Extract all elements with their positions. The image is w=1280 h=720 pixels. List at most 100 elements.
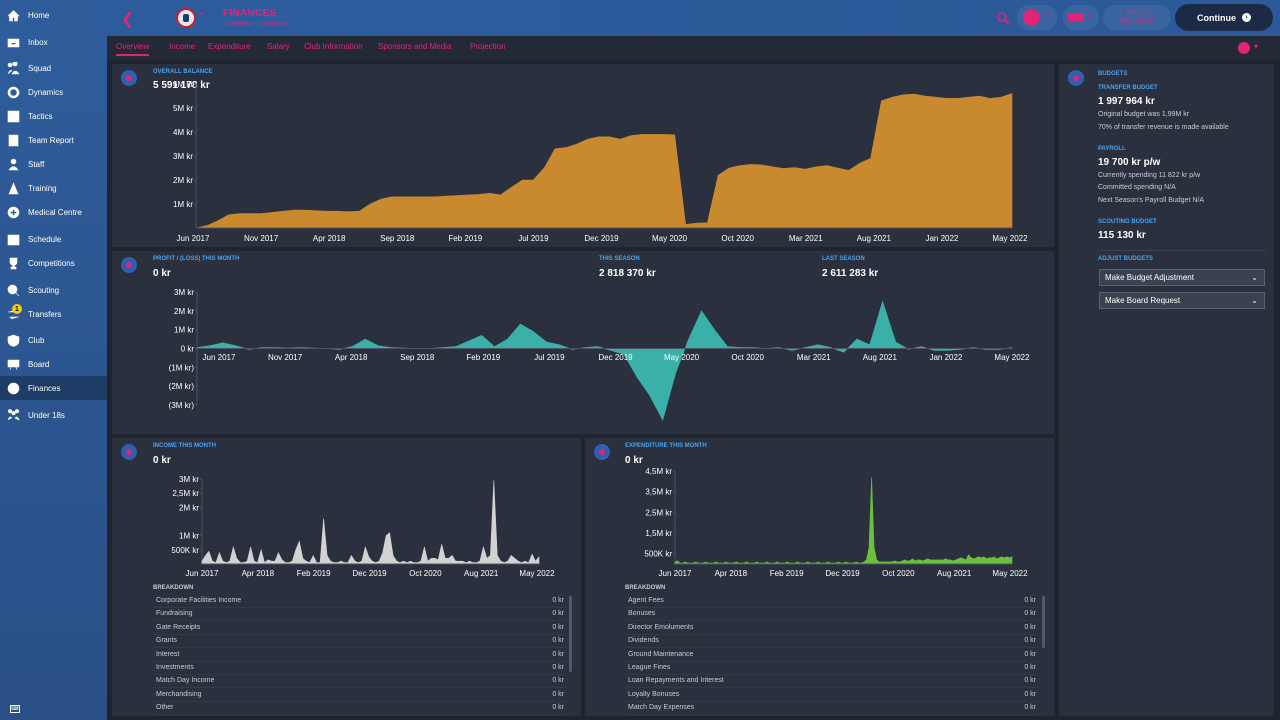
- sidebar-item-staff[interactable]: Staff: [0, 152, 107, 176]
- sidebar-item-label: Transfers: [28, 309, 62, 319]
- y-tick-label: 2M kr: [174, 307, 194, 316]
- sidebar-item-club[interactable]: Club: [0, 328, 107, 352]
- profit-panel: PROFIT / (LOSS) THIS MONTH 0 kr THIS SEA…: [112, 251, 1054, 434]
- expenditure-scrollbar[interactable]: [1042, 596, 1045, 648]
- sidebar-item-tactics[interactable]: Tactics: [0, 104, 107, 128]
- sidebar-item-squad[interactable]: Squad: [0, 56, 107, 80]
- series-area: [674, 477, 1013, 565]
- sidebar-item-scouting[interactable]: Scouting: [0, 278, 107, 302]
- tab-overview[interactable]: Overview: [116, 42, 150, 56]
- breakdown-item-name: Agent Fees: [628, 597, 664, 604]
- tab-sponsors-and-media[interactable]: Sponsors and Media: [378, 42, 452, 51]
- x-tick-label: Apr 2018: [313, 234, 346, 243]
- x-tick-label: Mar 2021: [789, 234, 823, 243]
- breakdown-item-name: Fundraising: [156, 610, 193, 618]
- income-scrollbar[interactable]: [569, 596, 572, 672]
- sidebar-item-label: Squad: [28, 63, 52, 73]
- budgets-title: BUDGETS: [1098, 71, 1128, 77]
- y-tick-label: 5M kr: [173, 104, 193, 113]
- tab-club-information[interactable]: Club Information: [304, 42, 363, 51]
- overall-balance-chart[interactable]: 1M kr 2M kr 3M kr 4M kr 5M kr 6M kr Jun 2017 No…: [112, 64, 1054, 247]
- breakdown-item-value: 0 kr: [552, 597, 564, 604]
- breakdown-row: Investments 0 kr: [153, 662, 567, 675]
- breakdown-row: Gate Receipts 0 kr: [153, 622, 567, 635]
- transfer-budget-label: TRANSFER BUDGET: [1098, 85, 1158, 91]
- sidebar-item-dynamics[interactable]: Dynamics: [0, 80, 107, 104]
- sidebar-item-team-report[interactable]: Team Report: [0, 128, 107, 152]
- breakdown-item-value: 0 kr: [552, 690, 564, 698]
- divider: [1098, 250, 1266, 251]
- breakdown-item-name: Dividends: [628, 637, 659, 645]
- sidebar-item-board[interactable]: Board: [0, 352, 107, 376]
- breakdown-row: Match Day Income 0 kr: [153, 675, 567, 689]
- date-display[interactable]: 1 Jun 2022 Wed 12:00: [1103, 5, 1171, 30]
- income-value: 0 kr: [153, 455, 171, 466]
- overall-balance-label: OVERALL BALANCE: [153, 69, 213, 75]
- sidebar-item-inbox[interactable]: Inbox: [0, 30, 107, 54]
- x-tick-label: Dec 2019: [598, 353, 633, 362]
- search-icon[interactable]: [996, 11, 1010, 25]
- income-chart[interactable]: 500K kr 1M kr 2M kr 2,5M kr 3M kr Jun 2017 Apr…: [112, 438, 581, 586]
- board-request-dropdown[interactable]: Make Board Request ⌄: [1099, 292, 1265, 309]
- profit-chart[interactable]: 3M kr 2M kr 1M kr 0 kr (1M kr) (2M kr) (3M kr)…: [112, 251, 1054, 434]
- profit-value: 0 kr: [153, 268, 171, 279]
- sidebar-item-home[interactable]: Home: [0, 3, 107, 27]
- y-tick-label: 1M kr: [174, 326, 194, 335]
- club-badge-icon[interactable]: [176, 8, 196, 28]
- sidebar-item-under-18s[interactable]: Under 18s: [0, 403, 107, 427]
- tab-income[interactable]: Income: [169, 42, 196, 51]
- sidebar-item-label: Club: [28, 335, 45, 345]
- scouting-budget-value: 115 130 kr: [1098, 230, 1146, 241]
- tab-expenditure[interactable]: Expenditure: [208, 42, 251, 51]
- flag-icon: [1068, 14, 1084, 21]
- breakdown-item-name: Match Day Expenses: [628, 704, 695, 712]
- y-tick-label: 3M kr: [174, 288, 194, 297]
- x-tick-label: Jul 2019: [518, 234, 549, 243]
- chevron-down-icon[interactable]: ▾: [200, 11, 204, 18]
- sidebar-item-label: Team Report: [28, 135, 74, 145]
- breakdown-item-value: 0 kr: [1024, 650, 1036, 658]
- training-icon: [7, 181, 20, 195]
- y-tick-label: (3M kr): [169, 401, 195, 410]
- tab-projection[interactable]: Projection: [470, 42, 506, 51]
- notification-badge: 1: [12, 304, 22, 314]
- back-button[interactable]: ❮: [121, 11, 135, 28]
- breakdown-item-name: Merchandising: [156, 690, 202, 698]
- breakdown-item-name: Other: [156, 704, 174, 712]
- keyboard-icon[interactable]: ⌨: [10, 705, 20, 713]
- x-tick-label: May 2022: [994, 353, 1030, 362]
- sidebar-item-competitions[interactable]: Competitions: [0, 251, 107, 275]
- budget-adjustment-dropdown[interactable]: Make Budget Adjustment ⌄: [1099, 269, 1265, 286]
- help-icon[interactable]: [1238, 42, 1250, 54]
- manager-menu-button[interactable]: ▾: [1017, 5, 1057, 30]
- trophy-icon: [7, 257, 20, 270]
- x-tick-label: Jun 2017: [186, 569, 219, 578]
- squad-icon: [7, 61, 20, 75]
- profit-label: PROFIT / (LOSS) THIS MONTH: [153, 256, 240, 262]
- team-report-icon: [7, 134, 20, 147]
- payroll-value: 19 700 kr p/w: [1098, 157, 1161, 168]
- expenditure-breakdown-title: BREAKDOWN: [625, 585, 666, 591]
- sidebar-item-finances[interactable]: Finances: [0, 376, 107, 400]
- income-breakdown-title: BREAKDOWN: [153, 585, 194, 591]
- payroll-committed-note: Committed spending N/A: [1098, 184, 1176, 191]
- medical-icon: [7, 206, 20, 219]
- sidebar-item-training[interactable]: Training: [0, 176, 107, 200]
- expenditure-chart[interactable]: 500K kr 1,5M kr 2,5M kr 3,5M kr 4,5M kr Jun 2…: [585, 438, 1054, 586]
- last-season-value: 2 611 283 kr: [822, 268, 879, 279]
- tab-salary[interactable]: Salary: [267, 42, 290, 51]
- sidebar-item-transfers[interactable]: Transfers 1: [0, 302, 107, 326]
- x-tick-label: Feb 2019: [770, 569, 804, 578]
- manager-icon: [1023, 9, 1040, 26]
- sidebar-item-label: Competitions: [28, 258, 75, 268]
- sidebar-item-schedule[interactable]: Schedule: [0, 227, 107, 251]
- x-tick-label: Nov 2017: [244, 234, 279, 243]
- current-date: 1 Jun 2022: [1119, 9, 1155, 16]
- breakdown-item-value: 0 kr: [552, 664, 564, 671]
- breakdown-item-name: Gate Receipts: [156, 623, 201, 631]
- continue-button[interactable]: Continue ›: [1175, 4, 1273, 31]
- breakdown-row: League Fines 0 kr: [625, 662, 1039, 675]
- nation-menu-button[interactable]: ▾: [1063, 5, 1099, 30]
- chevron-down-icon[interactable]: ▾: [1254, 42, 1259, 51]
- sidebar-item-medical-centre[interactable]: Medical Centre: [0, 200, 107, 224]
